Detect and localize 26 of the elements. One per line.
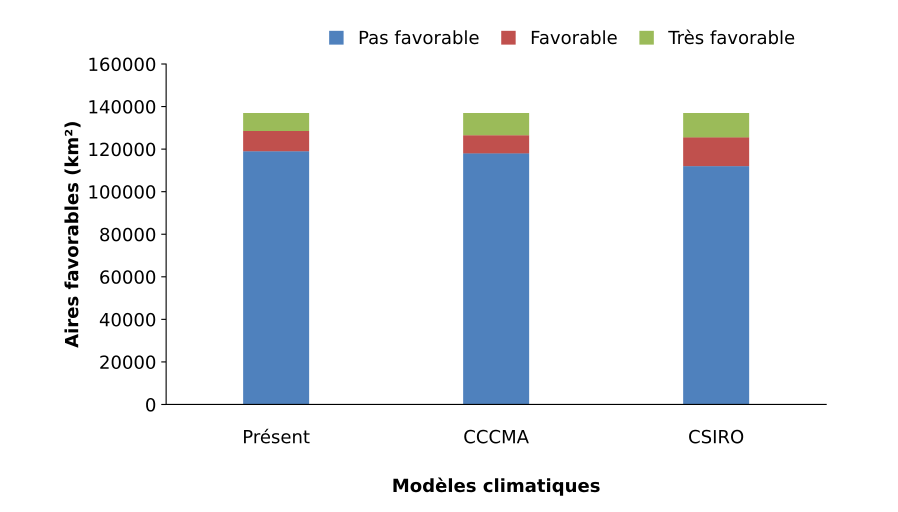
- y-tick-label: 60000: [100, 270, 156, 284]
- x-tick-label: CCCMA: [464, 430, 529, 444]
- y-axis-title: Aires favorables (km²): [64, 122, 81, 348]
- y-tick-label: 80000: [100, 228, 156, 242]
- x-axis-title: Modèles climatiques: [393, 478, 600, 496]
- legend-label: Favorable: [532, 30, 617, 44]
- x-tick-label: CSIRO: [689, 430, 744, 444]
- bar: [683, 112, 750, 138]
- bar: [463, 153, 530, 404]
- legend-label: Très favorable: [668, 30, 794, 44]
- y-tick-label: 0: [146, 398, 156, 412]
- bar: [463, 112, 530, 136]
- y-tick-label: 120000: [89, 142, 156, 156]
- bar: [243, 151, 310, 404]
- bar: [463, 135, 530, 154]
- bar: [683, 137, 750, 166]
- bar: [683, 166, 750, 404]
- y-tick-label: 140000: [89, 100, 156, 114]
- y-tick-label: 100000: [89, 185, 156, 199]
- y-tick-label: 160000: [89, 57, 156, 72]
- y-tick-label: 20000: [100, 355, 156, 370]
- x-tick-label: Présent: [244, 428, 310, 444]
- legend-label: Pas favorable: [360, 30, 479, 44]
- bar: [243, 112, 310, 132]
- y-tick-label: 40000: [100, 312, 156, 326]
- bar: [243, 131, 310, 152]
